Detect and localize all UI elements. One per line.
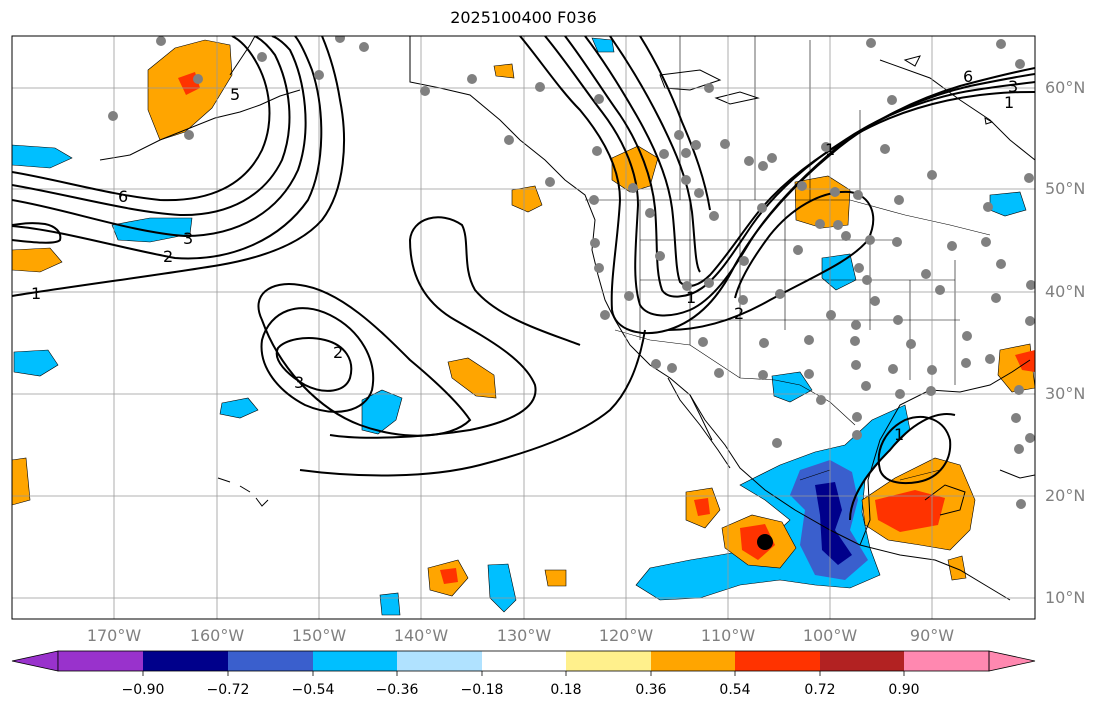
latitude-label: 50°N [1045, 179, 1086, 198]
colorbar-swatch [651, 651, 735, 671]
graticule [12, 36, 1035, 619]
colorbar-swatch [904, 651, 989, 671]
longitude-label: 90°W [909, 626, 955, 645]
longitude-label: 120°W [598, 626, 654, 645]
contour-label: 6 [963, 67, 973, 86]
colorbar-swatch [397, 651, 482, 671]
latitude-label: 10°N [1045, 588, 1086, 607]
contour-label: 3 [183, 229, 193, 248]
colorbar-tick-label: 0.72 [804, 682, 836, 698]
contour-label: 3 [1008, 77, 1018, 96]
colorbar-tick-label: −0.54 [291, 682, 335, 698]
colorbar-max-triangle [988, 650, 1036, 672]
political-borders [585, 36, 991, 481]
colorbar-swatch [313, 651, 397, 671]
latitude-label: 40°N [1045, 282, 1086, 301]
contour-label: 1 [894, 425, 904, 444]
contour-label: 2 [333, 343, 343, 362]
colorbar-tick-label: −0.90 [121, 682, 165, 698]
contour-label: 1 [31, 284, 41, 303]
contour-label: 1 [825, 140, 835, 159]
longitude-label: 150°W [291, 626, 347, 645]
colorbar-tick-label: −0.72 [206, 682, 250, 698]
station-dots [108, 36, 1035, 509]
colorbar-tick-label: 0.54 [719, 682, 751, 698]
contour-label: 6 [118, 187, 128, 206]
longitude-label: 110°W [700, 626, 756, 645]
longitude-label: 130°W [496, 626, 552, 645]
colorbar [11, 650, 1036, 676]
longitude-label: 170°W [86, 626, 142, 645]
latitude-label: 20°N [1045, 486, 1086, 505]
latitude-label: 30°N [1045, 384, 1086, 403]
cyclone-center-marker [757, 534, 773, 550]
contour-label: 2 [163, 247, 173, 266]
contour-label: 1 [1004, 93, 1014, 112]
shaded-anomalies [12, 37, 1035, 616]
latitude-label: 60°N [1045, 78, 1086, 97]
colorbar-tick-label: −0.18 [460, 682, 504, 698]
map-frame [11, 35, 1036, 620]
contour-label: 3 [294, 373, 304, 392]
colorbar-swatch [735, 651, 820, 671]
contour-label: 1 [686, 288, 696, 307]
longitude-label: 160°W [189, 626, 245, 645]
colorbar-tick-label: −0.36 [375, 682, 419, 698]
colorbar-swatch [58, 651, 143, 671]
colorbar-tick-label: 0.36 [635, 682, 667, 698]
map-title: 2025100400 F036 [450, 8, 597, 27]
contour-label: 5 [230, 85, 240, 104]
contour-lines [12, 36, 1035, 521]
colorbar-tick-label: 0.90 [888, 682, 920, 698]
contour-label: 2 [734, 304, 744, 323]
colorbar-swatch [143, 651, 228, 671]
colorbar-swatch [228, 651, 313, 671]
contour-label-group: 6 3 2 1 5 2 3 1 2 1 6 3 1 1 [31, 67, 1018, 444]
colorbar-swatch [482, 651, 566, 671]
colorbar-swatch [566, 651, 651, 671]
longitude-label: 100°W [802, 626, 858, 645]
colorbar-min-triangle [11, 650, 59, 672]
colorbar-tick-label: 0.18 [550, 682, 582, 698]
longitude-label: 140°W [393, 626, 449, 645]
colorbar-swatch [820, 651, 904, 671]
